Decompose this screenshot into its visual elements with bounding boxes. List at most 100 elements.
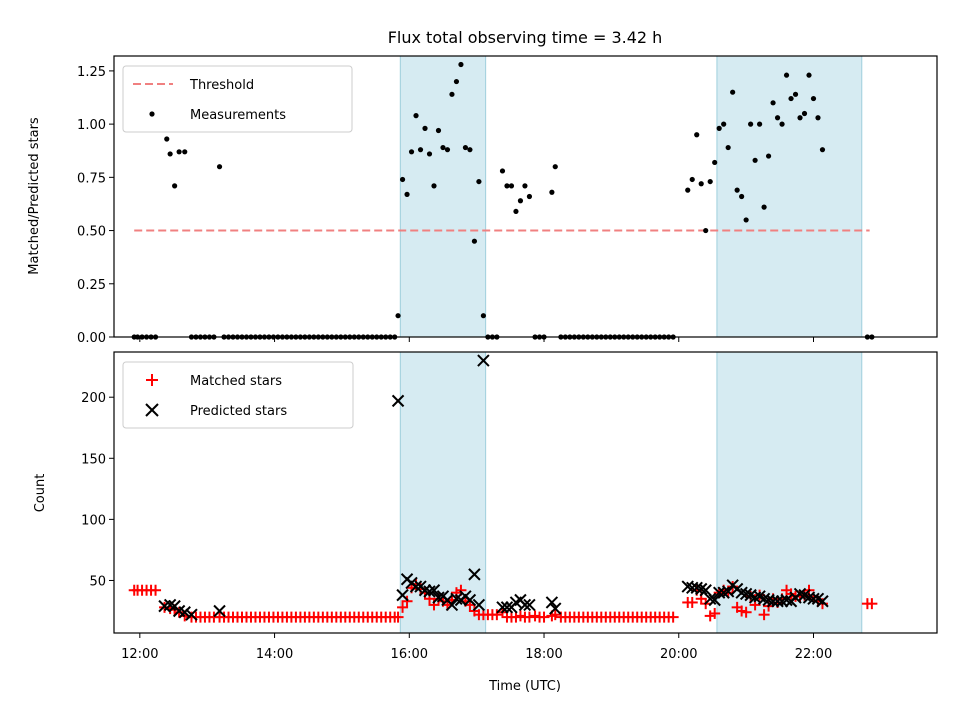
measurement-point [761,204,767,210]
predicted-star-marker [409,580,423,593]
measurement-point [806,72,812,78]
measurement-point [788,95,794,102]
predicted-star-marker [757,592,771,605]
measurement-point [404,191,410,197]
measurement-point [810,95,817,102]
measurement-point [167,151,173,157]
measurement-point [453,78,460,85]
measurement-point [748,121,754,127]
top-plot-panel: 0.00 0.25 0.50 0.75 1.00 1.25 [77,55,938,346]
measurement-point [476,178,482,185]
bottom-plot-panel: 50 100 150 200 12:00 14:00 16:00 18:00 20:00 22:0… [81,351,938,662]
measurement-point [730,89,736,95]
measurement-point [508,183,515,189]
measurement-point [779,121,785,127]
y-tick-label: 0.25 [77,278,106,293]
measurement-point [703,227,709,234]
matched-star-marker [866,598,878,610]
measurement-point [513,208,519,215]
measurement-point [815,115,821,121]
matched-star-marker [709,607,721,619]
measurement-point [716,125,722,131]
measurement-point [685,187,691,193]
matched-star-marker [401,595,413,607]
matched-star-marker [150,584,162,596]
predicted-star-marker [690,581,703,595]
x-tick-label: 14:00 [256,647,293,662]
measurement-point [435,127,442,134]
x-tick-label: 22:00 [795,647,832,662]
predicted-star-marker [793,587,807,601]
measurement-point [176,149,182,155]
matched-star-marker [523,611,535,623]
measurement-point [517,198,524,204]
bottom-plot-frame [113,351,938,634]
measurement-point [444,147,451,153]
measurement-point [765,153,772,159]
top-legend-box [122,65,353,133]
measurement-point [739,193,745,200]
matched-star-marker [740,606,752,618]
measurement-point [504,183,510,189]
chart-title: Flux total observing time = 3.42 h [388,28,663,47]
predicted-star-marker [708,593,721,607]
legend-threshold-label: Threshold [189,78,254,93]
predicted-star-marker [780,593,793,607]
predicted-star-marker [213,604,226,618]
measurement-point [172,183,178,189]
predicted-star-marker [766,595,780,608]
measurement-point [698,181,704,187]
x-tick-label: 12:00 [121,647,158,662]
matched-star-marker [491,609,503,621]
measurement-point [797,115,803,121]
measurement-point [471,238,478,244]
predicted-star-marker [739,587,753,601]
measurement-point [734,187,740,193]
legend-predicted-swatch [145,403,159,417]
y-tick-label: 0.50 [77,225,106,240]
measurement-point [694,132,700,138]
y-tick-label: 100 [81,513,106,528]
y-tick-label: 1.25 [77,65,106,80]
measurement-point [774,115,781,121]
predicted-star-marker [423,585,436,598]
predicted-star-marker [496,601,509,614]
measurement-point [499,168,506,174]
measurement-point [440,144,446,151]
measurement-point [431,183,437,189]
observing-window-shade [399,55,487,338]
measurement-point [164,136,170,142]
predicted-star-marker [185,608,198,621]
predicted-star-marker [391,394,405,408]
legend-predicted-label: Predicted stars [190,404,287,419]
predicted-star-marker [472,598,486,612]
y-tick-label: 0.00 [77,331,106,346]
measurement-point [526,193,533,200]
measurement-point [770,100,776,106]
measurement-point [801,110,808,117]
y-tick-label: 50 [89,574,106,589]
matched-star-marker [549,609,561,621]
measurement-point [819,147,826,153]
predicted-star-marker [445,598,459,612]
matched-star-marker [686,596,698,608]
top-y-axis-label: Matched/Predicted stars [27,117,42,275]
measurement-point [216,164,223,170]
predicted-star-marker [549,602,562,615]
predicted-star-marker [468,568,481,581]
measurement-point [467,147,473,153]
measurement-point [783,72,790,78]
measurement-point [458,61,464,68]
measurement-point [522,183,528,189]
y-tick-label: 150 [81,452,106,467]
predicted-star-marker [163,598,177,612]
predicted-star-marker [477,354,490,367]
predicted-star-marker [518,598,532,612]
legend-matched-label: Matched stars [190,374,282,389]
measurement-point [743,217,749,223]
measurement-point [182,149,188,155]
measurement-point [792,91,799,97]
bottom-y-axis-label: Count [33,474,48,513]
y-tick-label: 200 [81,391,106,406]
